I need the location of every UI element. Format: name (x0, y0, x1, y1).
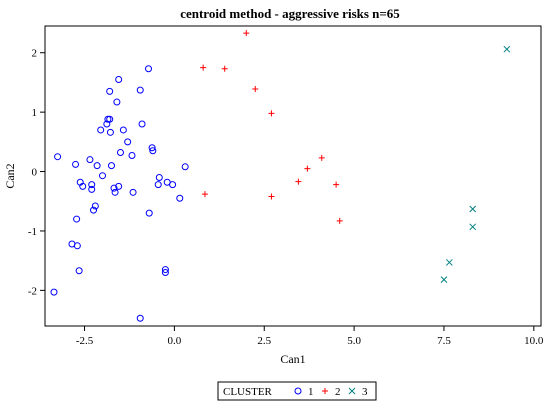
data-point (88, 181, 96, 189)
data-point (93, 162, 101, 170)
series-cluster-1 (50, 65, 189, 322)
legend-title: CLUSTER (223, 386, 273, 398)
data-point (445, 259, 453, 266)
data-point (161, 266, 169, 274)
data-point (136, 86, 144, 94)
data-point (154, 181, 162, 189)
data-point (145, 65, 153, 73)
data-point (72, 160, 80, 168)
data-point (161, 269, 169, 277)
chart-title: centroid method - aggressive risks n=65 (180, 6, 400, 21)
data-point (295, 178, 302, 185)
data-point (201, 191, 208, 198)
x-axis-ticks: -2.5 0.0 2.5 5.0 7.5 10.0 (76, 326, 544, 347)
y-tick-label: 1 (32, 107, 38, 119)
data-point (73, 215, 81, 223)
data-point (97, 126, 105, 134)
data-point (503, 45, 511, 53)
data-point (106, 87, 114, 95)
legend-box (217, 381, 377, 401)
data-point (106, 128, 114, 136)
data-point (145, 209, 153, 217)
data-point (333, 181, 340, 188)
data-point (440, 276, 448, 284)
data-point (124, 138, 132, 146)
legend: CLUSTER 1 2 3 (217, 381, 377, 401)
data-point (304, 165, 311, 172)
data-point (88, 185, 96, 193)
y-tick-label: 2 (32, 48, 38, 60)
data-point (149, 147, 157, 155)
x-tick-label: -2.5 (76, 335, 94, 347)
data-point (111, 188, 119, 196)
data-point (469, 223, 477, 231)
data-points (50, 30, 511, 322)
data-point (129, 188, 137, 196)
data-point (54, 153, 62, 161)
x-tick-label: 5.0 (347, 335, 361, 347)
data-point (181, 163, 189, 171)
data-point (110, 184, 118, 192)
x-tick-label: 2.5 (257, 335, 271, 347)
legend-marker-2 (322, 388, 328, 394)
data-point (50, 288, 58, 296)
data-point (90, 206, 98, 214)
y-axis-ticks: 2 1 0 -1 -2 (28, 48, 45, 297)
x-axis-label: Can1 (280, 352, 305, 366)
data-point (86, 156, 94, 164)
data-point (119, 126, 127, 134)
legend-marker-3 (348, 387, 356, 395)
data-point (116, 149, 124, 157)
data-point (107, 162, 115, 170)
legend-label-2: 2 (335, 386, 341, 398)
y-tick-label: -2 (28, 285, 37, 297)
data-point (318, 154, 325, 161)
data-point (79, 182, 87, 190)
legend-label-3: 3 (362, 386, 368, 398)
y-tick-label: -1 (28, 226, 37, 238)
series-cluster-2 (200, 30, 343, 224)
data-point (336, 217, 343, 224)
data-point (200, 64, 207, 71)
x-tick-label: 10.0 (524, 335, 544, 347)
data-point (113, 98, 121, 106)
data-point (91, 202, 99, 210)
data-point (155, 173, 163, 181)
x-tick-label: 7.5 (437, 335, 451, 347)
data-point (469, 205, 477, 213)
series-cluster-3 (440, 45, 511, 284)
data-point (252, 85, 259, 92)
data-point (169, 181, 177, 189)
data-point (75, 267, 83, 275)
data-point (106, 115, 114, 123)
legend-marker-1 (294, 387, 302, 395)
x-tick-label: 0.0 (168, 335, 182, 347)
data-point (138, 120, 146, 128)
data-point (221, 65, 228, 72)
data-point (268, 110, 275, 117)
data-point (176, 194, 184, 202)
data-point (268, 193, 275, 200)
plot-area (44, 25, 542, 327)
data-point (136, 314, 144, 322)
data-point (73, 242, 81, 250)
legend-label-1: 1 (308, 386, 314, 398)
data-point (148, 144, 156, 152)
data-point (99, 172, 107, 180)
data-point (115, 182, 123, 190)
y-tick-label: 0 (32, 167, 38, 179)
data-point (243, 30, 250, 37)
data-point (128, 152, 136, 160)
y-axis-label: Can2 (3, 163, 17, 188)
data-point (115, 75, 123, 83)
